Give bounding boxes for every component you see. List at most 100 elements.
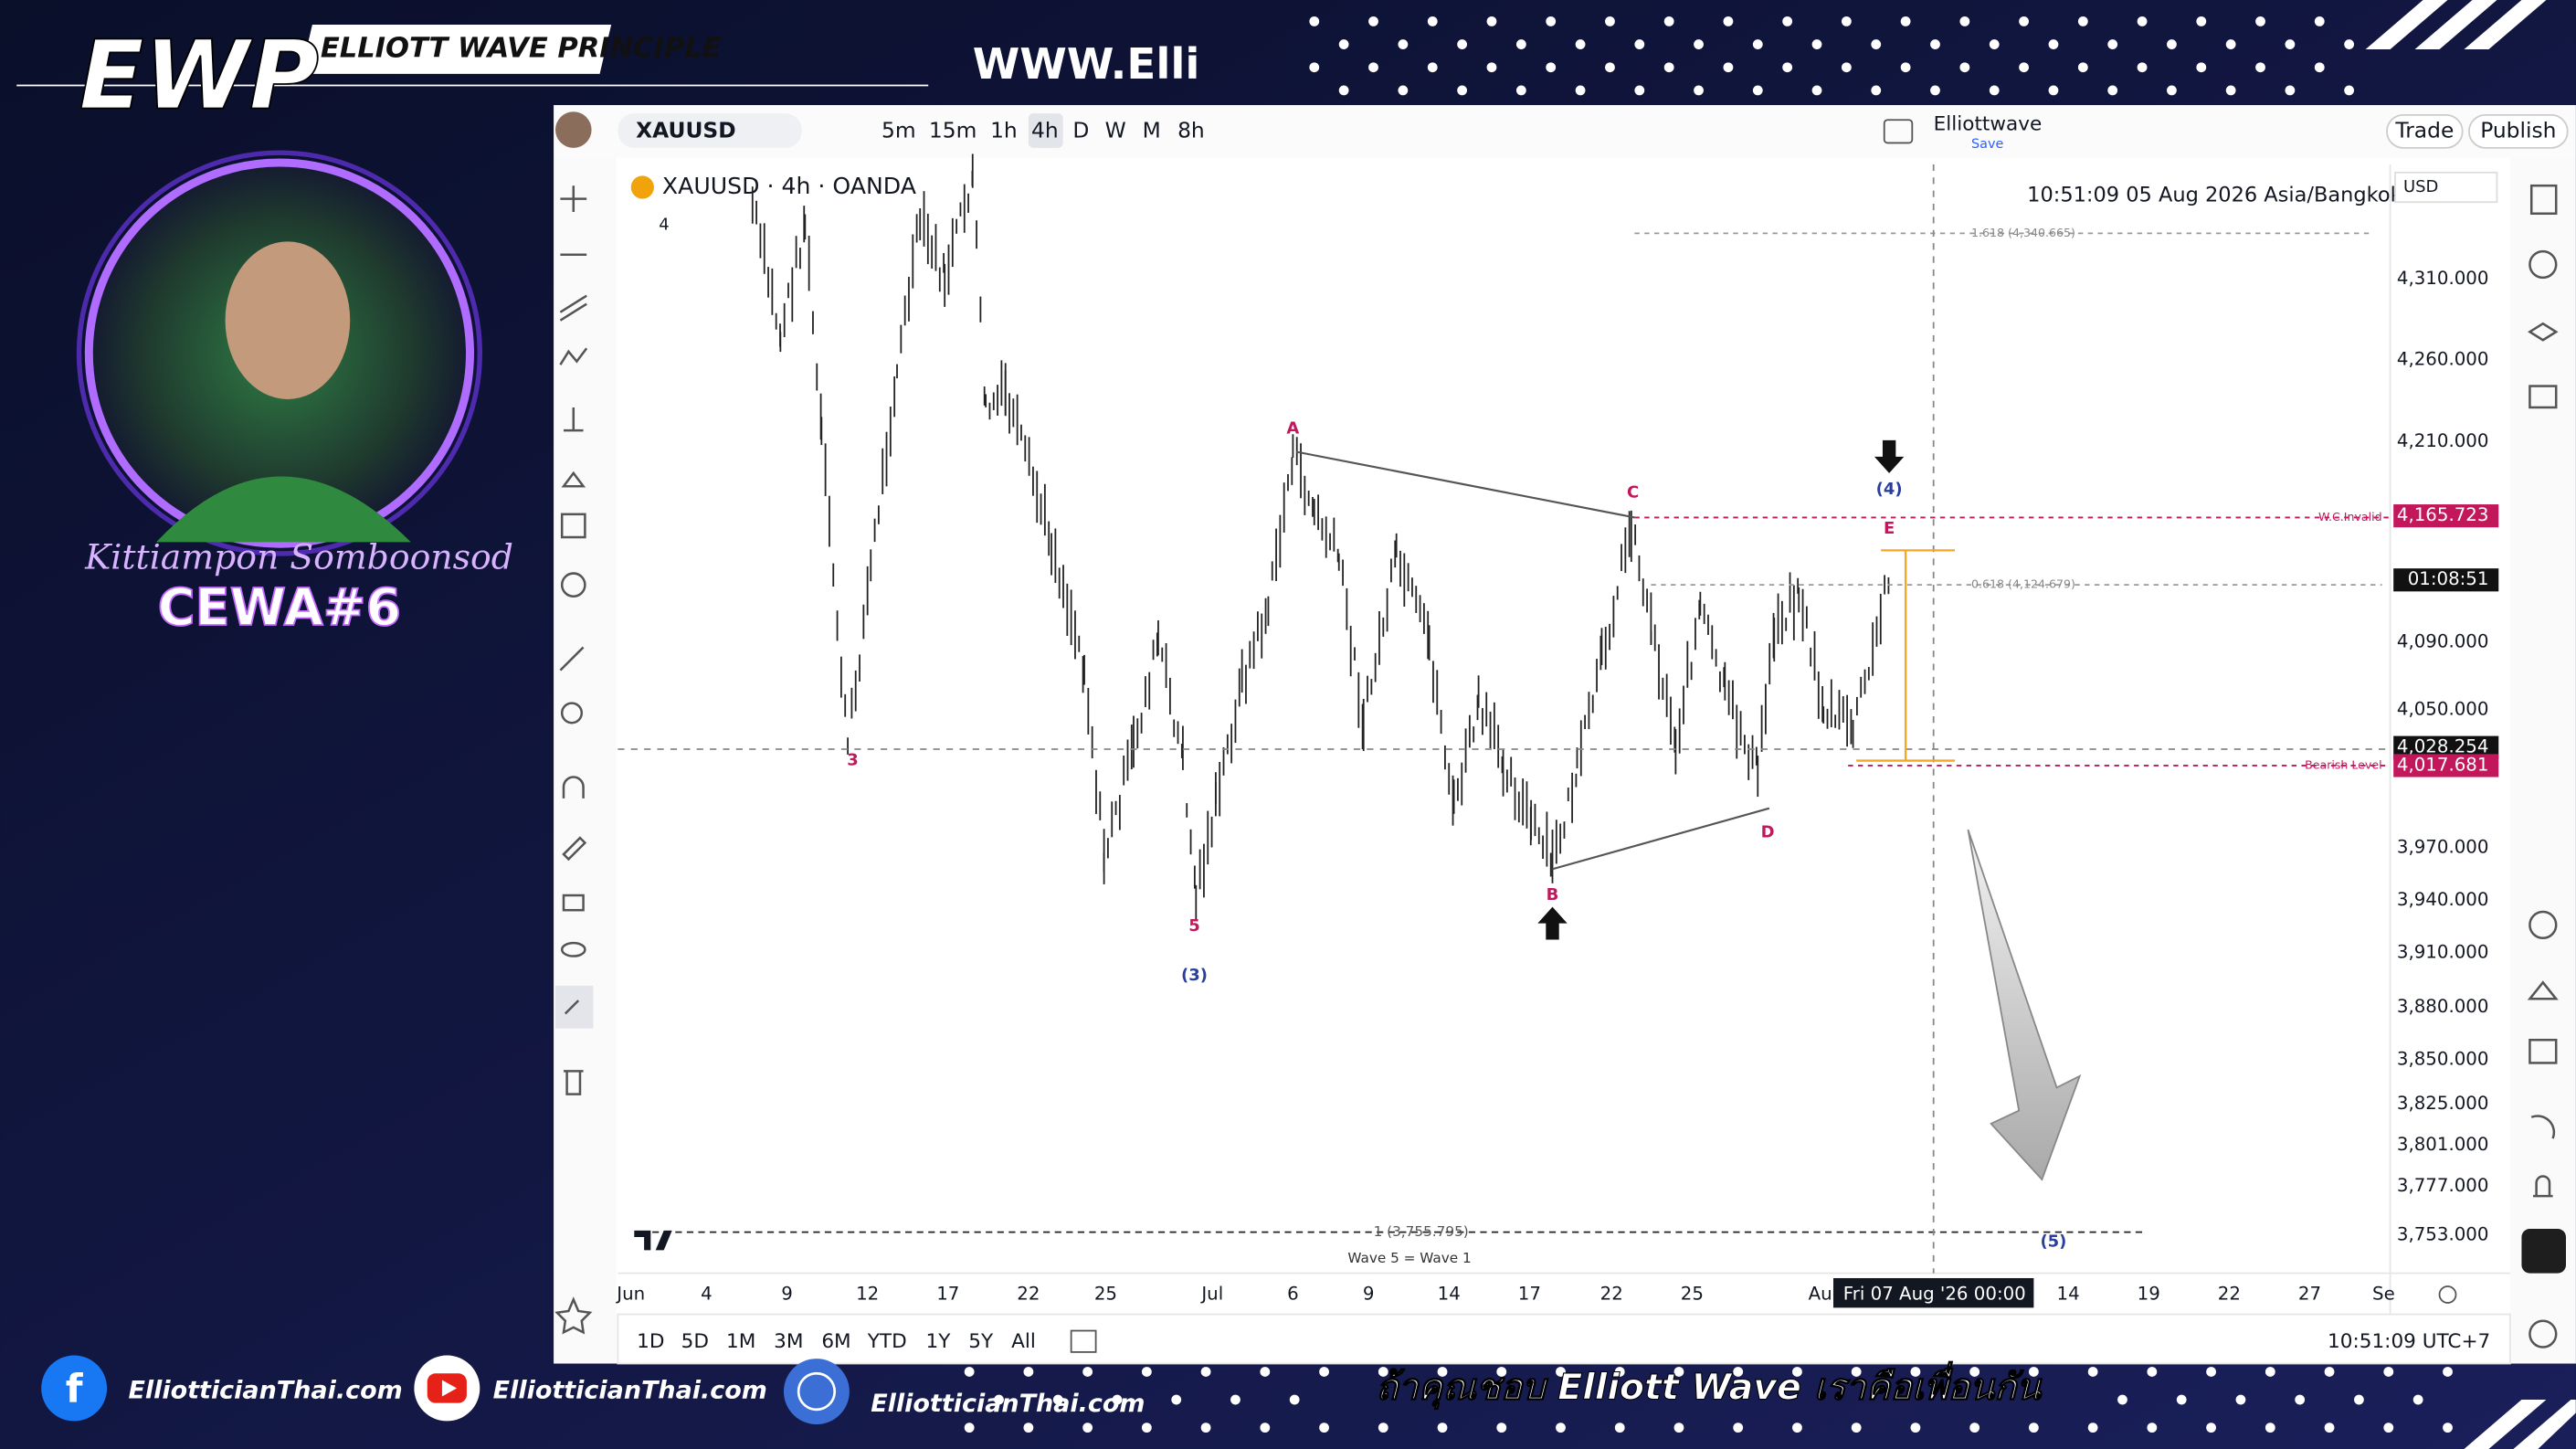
wave-label: (4)	[1876, 480, 1903, 499]
symbol[interactable]: XAUUSD	[636, 117, 736, 143]
range-button[interactable]: All	[1011, 1330, 1036, 1353]
dot	[1289, 1394, 1300, 1405]
dot	[2255, 62, 2265, 73]
dot	[1515, 39, 1526, 49]
dot	[2206, 1367, 2216, 1377]
dot	[1930, 85, 1940, 96]
currency[interactable]: USD	[2403, 177, 2438, 196]
globe-glyph	[797, 1371, 837, 1412]
date-label: 19	[2138, 1283, 2160, 1304]
dot	[1427, 62, 1438, 73]
dot	[2412, 1394, 2423, 1405]
interval[interactable]: D	[1072, 117, 1089, 143]
price-label: 3,970.000	[2397, 836, 2489, 857]
layout-status: Save	[1971, 137, 2003, 152]
tagline: ELLIOTT WAVE PRINCIPLE	[321, 32, 722, 64]
dot	[2285, 85, 2296, 96]
dot	[1309, 16, 1320, 26]
currency-box[interactable]	[2394, 171, 2498, 204]
range-button[interactable]: 3M	[774, 1330, 803, 1353]
dot	[1634, 39, 1645, 49]
dot	[2235, 1394, 2246, 1405]
dot	[1338, 85, 1349, 96]
dot	[2383, 1367, 2394, 1377]
interval[interactable]: 15m	[929, 117, 977, 143]
range-button[interactable]: 6M	[821, 1330, 850, 1353]
price-badge-text: 4,017.681	[2397, 754, 2489, 775]
date-label: 4	[701, 1283, 713, 1304]
price-badge-text: 4,028.254	[2397, 736, 2489, 757]
trade-button[interactable]	[2386, 113, 2464, 149]
publish[interactable]: Publish	[2480, 117, 2556, 143]
interval[interactable]: 8h	[1177, 117, 1205, 143]
footer-link[interactable]: ElliotticianThai.com	[493, 1377, 767, 1405]
dot	[994, 1394, 1004, 1405]
logo-banner	[16, 24, 929, 87]
dot	[2354, 1394, 2364, 1405]
dot	[2167, 39, 2177, 49]
dot	[1457, 39, 1468, 49]
dot	[1398, 39, 1409, 49]
dot	[1792, 1423, 1802, 1433]
dot	[1792, 1367, 1802, 1377]
dot	[2137, 62, 2148, 73]
range-button[interactable]: 1Y	[926, 1330, 952, 1353]
stripes	[2365, 0, 2576, 1449]
web-icon[interactable]	[783, 1359, 850, 1425]
dot	[1437, 1367, 1448, 1377]
price-badge	[2393, 754, 2499, 777]
dot	[1200, 1423, 1211, 1433]
host-shirt	[156, 476, 411, 543]
date-label: 22	[2218, 1283, 2241, 1304]
dot	[1112, 1394, 1123, 1405]
price-label: 4,090.000	[2397, 631, 2489, 652]
settings-icon[interactable]	[2438, 1285, 2457, 1304]
dot	[1023, 1367, 1034, 1377]
dot	[1910, 1423, 1921, 1433]
dot	[964, 1423, 975, 1433]
avatar-small[interactable]	[555, 111, 592, 148]
range-button[interactable]: 1M	[726, 1330, 755, 1353]
triangle-lower	[1552, 807, 1770, 871]
dot	[2206, 1423, 2216, 1433]
symbol-box[interactable]	[618, 113, 802, 148]
trade[interactable]: Trade	[2394, 117, 2454, 143]
dot	[1515, 85, 1526, 96]
interval[interactable]: M	[1143, 117, 1161, 143]
interval[interactable]: 4h	[1031, 117, 1059, 143]
app-window	[554, 105, 2576, 1364]
date-label: 14	[1438, 1283, 1461, 1304]
range-button[interactable]: 5D	[681, 1330, 709, 1353]
dot	[2147, 1367, 2158, 1377]
interval[interactable]: 1h	[990, 117, 1018, 143]
dot	[1959, 16, 1970, 26]
date-label: 25	[1094, 1283, 1117, 1304]
price-badge-text: 01:08:51	[2408, 568, 2489, 589]
dot	[1694, 85, 1704, 96]
interval[interactable]: W	[1105, 117, 1126, 143]
interval[interactable]: 5m	[882, 117, 916, 143]
dot	[1141, 1423, 1152, 1433]
range-button[interactable]: YTD	[867, 1330, 907, 1353]
date-range-icon[interactable]	[1070, 1329, 1097, 1353]
layout-icon[interactable]	[1883, 119, 1914, 144]
publish-button[interactable]	[2467, 113, 2569, 149]
range-button[interactable]: 5Y	[968, 1330, 994, 1353]
status-time: 10:51:09 UTC+7	[2328, 1330, 2490, 1353]
facebook-glyph: f	[66, 1367, 84, 1412]
dot	[2344, 85, 2355, 96]
range-button[interactable]: 1D	[637, 1330, 664, 1353]
footer-link[interactable]: ElliotticianThai.com	[128, 1377, 402, 1405]
dot	[2324, 1423, 2335, 1433]
layout-name[interactable]: Elliottwave	[1934, 113, 2043, 136]
facebook-icon[interactable]	[41, 1355, 108, 1422]
dot	[1141, 1367, 1152, 1377]
dot	[2314, 16, 2325, 26]
annotation: Wave 5 = Wave 1	[1347, 1250, 1471, 1266]
dot	[1309, 62, 1320, 73]
price-label: 3,940.000	[2397, 889, 2489, 910]
annotation: 1 (3,755.795)	[1374, 1223, 1469, 1240]
footer-link[interactable]: ElliotticianThai.com	[871, 1390, 1145, 1418]
price-label: 4,310.000	[2397, 268, 2489, 289]
